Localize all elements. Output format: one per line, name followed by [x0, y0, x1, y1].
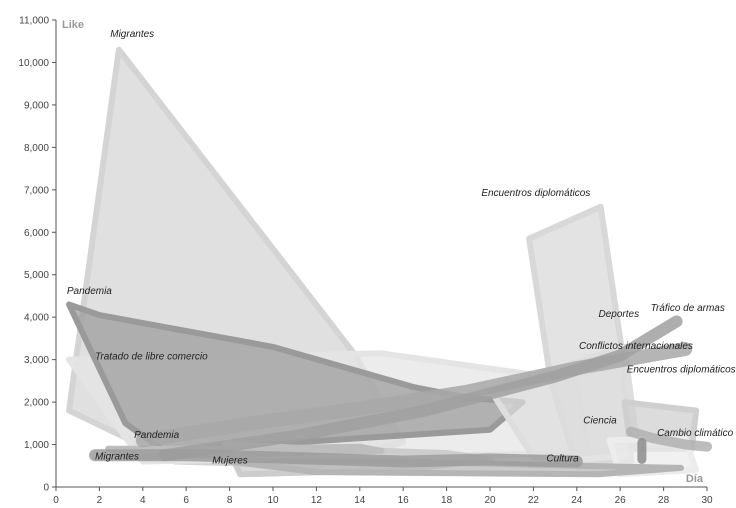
annotation-label: Cambio climático — [657, 428, 734, 439]
y-tick-label: 2,000 — [24, 398, 49, 409]
y-tick-label: 6,000 — [24, 228, 49, 239]
x-tick-label: 26 — [615, 495, 627, 506]
x-tick-label: 2 — [97, 495, 103, 506]
annotation-label: Deportes — [599, 309, 640, 320]
y-tick-label: 10,000 — [18, 58, 49, 69]
x-tick-label: 10 — [267, 495, 279, 506]
annotation-label: Tratado de libre comercio — [95, 352, 208, 363]
x-axis-title: Día — [686, 473, 704, 485]
y-tick-label: 11,000 — [19, 16, 49, 27]
annotation-label: Migrantes — [110, 29, 154, 40]
y-ticks: 0 1,000 2,000 3,000 4,000 5,000 6,000 7,000 8,00… — [18, 16, 56, 494]
axes: 0 1,000 2,000 3,000 4,000 5,000 6,000 7,000 8,00… — [18, 16, 713, 507]
annotation-label: Conflictos internacionales — [579, 341, 693, 352]
annotation-label: Pandemia — [67, 286, 112, 297]
annotation-label: Pandemia — [134, 430, 179, 441]
band-series-3 — [626, 426, 712, 452]
y-tick-label: 5,000 — [24, 270, 49, 281]
x-ticks: 0 2 4 6 8 10 12 14 16 18 20 22 24 26 28 30 — [53, 487, 713, 506]
x-tick-label: 14 — [354, 495, 366, 506]
y-tick-label: 7,000 — [24, 185, 49, 196]
x-tick-label: 4 — [140, 495, 146, 506]
annotation-label: Encuentros diplomáticos — [627, 364, 736, 375]
y-tick-label: 4,000 — [24, 313, 49, 324]
y-axis-title: Like — [62, 19, 84, 31]
x-tick-label: 8 — [227, 495, 233, 506]
x-tick-label: 22 — [528, 495, 540, 506]
annotation-label: Migrantes — [95, 451, 139, 462]
annotation-label: Tráfico de armas — [651, 303, 725, 314]
y-tick-label: 3,000 — [24, 355, 49, 366]
x-tick-label: 0 — [53, 495, 59, 506]
annotation-label: Encuentros diplomáticos — [481, 188, 590, 199]
x-tick-label: 20 — [484, 495, 496, 506]
x-tick-label: 24 — [571, 495, 583, 506]
y-tick-label: 1,000 — [24, 440, 49, 451]
y-tick-label: 9,000 — [24, 100, 49, 111]
y-tick-label: 0 — [43, 483, 49, 494]
annotation-label: Ciencia — [583, 415, 617, 426]
annotation-layer: Migrantes Encuentros diplomáticos Pandemia… — [67, 29, 736, 467]
y-tick-label: 8,000 — [24, 143, 49, 154]
x-tick-label: 28 — [658, 495, 670, 506]
annotation-label: Cultura — [546, 454, 579, 465]
x-tick-label: 18 — [441, 495, 453, 506]
band-series-1 — [158, 315, 683, 462]
x-tick-label: 12 — [311, 495, 323, 506]
band-layer — [89, 315, 712, 468]
x-tick-label: 30 — [701, 495, 713, 506]
x-tick-label: 6 — [183, 495, 189, 506]
band-series-2 — [89, 449, 583, 468]
x-tick-label: 16 — [398, 495, 410, 506]
annotation-label: Mujeres — [212, 456, 248, 467]
